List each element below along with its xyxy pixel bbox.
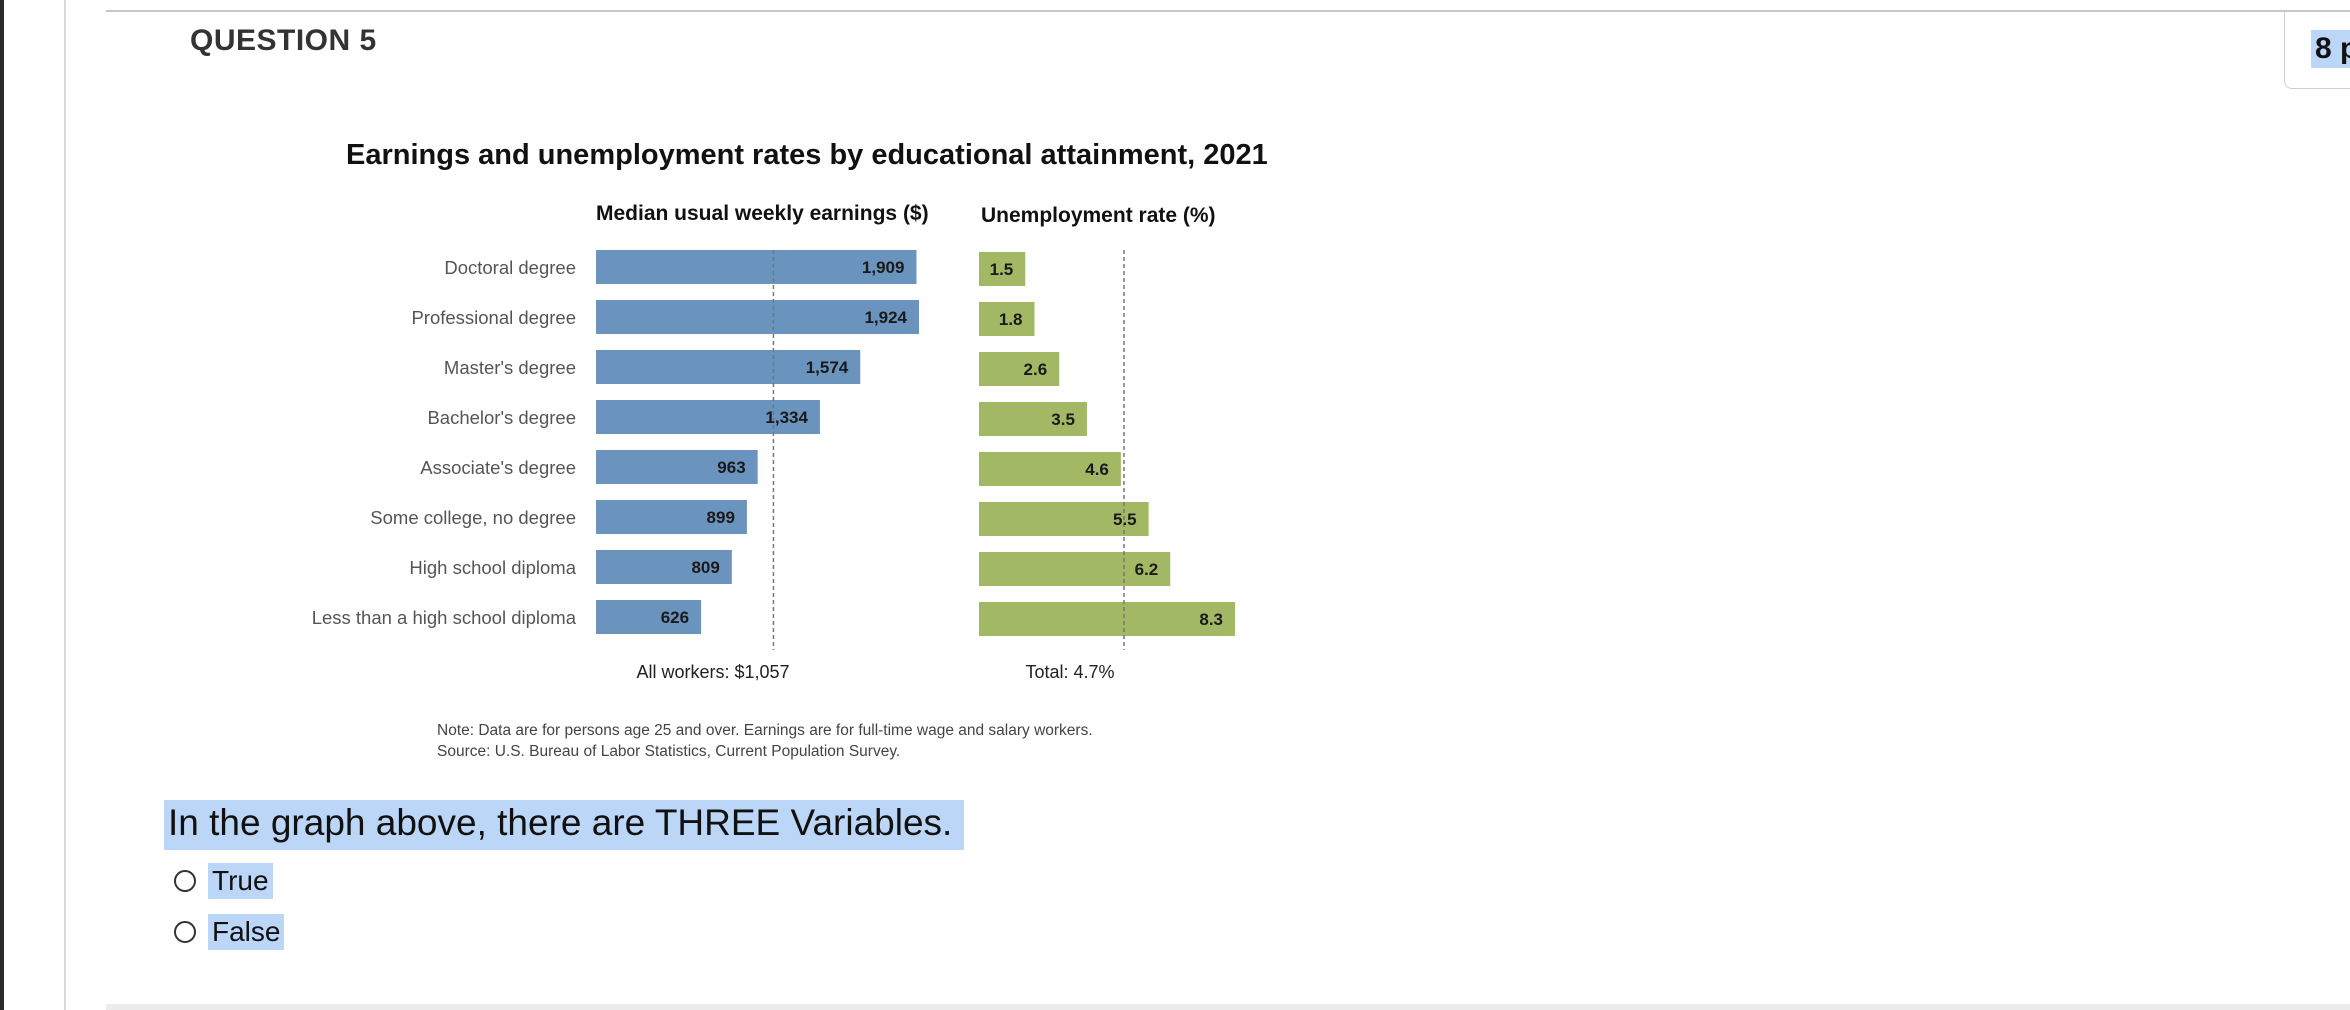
unemployment-value-label: 3.5 — [1051, 410, 1075, 429]
chart-source: Source: U.S. Bureau of Labor Statistics,… — [437, 743, 900, 760]
earnings-value-label: 1,924 — [864, 308, 907, 327]
earnings-value-label: 1,334 — [765, 408, 808, 427]
unemployment-bar — [979, 552, 1171, 586]
category-label: Master's degree — [444, 357, 576, 378]
unemployment-value-label: 6.2 — [1135, 560, 1159, 579]
chart-title: Earnings and unemployment rates by educa… — [346, 139, 1268, 171]
unemployment-value-label: 1.5 — [990, 260, 1014, 279]
unemployment-reference-label: Total: 4.7% — [1025, 662, 1114, 682]
earnings-bar — [596, 500, 747, 534]
earnings-bar — [596, 350, 861, 384]
unemployment-bar — [979, 352, 1060, 386]
category-label: Doctoral degree — [444, 257, 576, 278]
earnings-value-label: 1,574 — [806, 358, 849, 377]
content-left-border — [64, 0, 66, 1010]
category-label: Associate's degree — [420, 457, 576, 478]
earnings-value-label: 899 — [707, 508, 735, 527]
question-text: In the graph above, there are THREE Vari… — [164, 800, 965, 850]
unemployment-bar — [979, 502, 1149, 536]
unemployment-bar — [979, 252, 1026, 286]
earnings-value-label: 809 — [691, 558, 719, 577]
earnings-bar — [596, 600, 702, 634]
earnings-value-label: 963 — [717, 458, 745, 477]
category-label: High school diploma — [409, 557, 576, 578]
earnings-bar — [596, 300, 919, 334]
option-true[interactable]: True — [174, 863, 273, 899]
category-label: Some college, no degree — [370, 507, 576, 528]
question-title: QUESTION 5 — [190, 24, 377, 57]
earnings-bar — [596, 550, 732, 584]
earnings-bar — [596, 250, 917, 284]
radio-false[interactable] — [174, 921, 196, 943]
points-box: 8 points — [2284, 12, 2350, 89]
option-false[interactable]: False — [174, 914, 285, 950]
unemployment-bar — [979, 602, 1235, 636]
earnings-value-label: 626 — [661, 608, 689, 627]
option-true-label: True — [208, 863, 273, 899]
earnings-bar — [596, 450, 758, 484]
earnings-panel-title: Median usual weekly earnings ($) — [596, 202, 929, 225]
window-left-edge — [0, 0, 4, 1010]
unemployment-bar — [979, 302, 1035, 336]
earnings-bar — [596, 400, 820, 434]
unemployment-value-label: 5.5 — [1113, 510, 1137, 529]
unemployment-bar — [979, 402, 1087, 436]
option-false-label: False — [208, 914, 285, 950]
unemployment-value-label: 8.3 — [1199, 610, 1223, 629]
category-label: Less than a high school diploma — [312, 607, 577, 628]
unemployment-value-label: 4.6 — [1085, 460, 1109, 479]
earnings-reference-label: All workers: $1,057 — [636, 662, 789, 682]
category-label: Professional degree — [411, 307, 576, 328]
unemployment-value-label: 1.8 — [999, 310, 1023, 329]
points-label: 8 points — [2311, 30, 2350, 68]
unemployment-bar — [979, 452, 1121, 486]
earnings-value-label: 1,909 — [862, 258, 905, 277]
chart-note: Note: Data are for persons age 25 and ov… — [437, 722, 1093, 739]
content-bottom-rule — [106, 1004, 2350, 1010]
unemployment-panel-title: Unemployment rate (%) — [981, 204, 1216, 227]
question-top-rule — [106, 10, 2350, 12]
unemployment-value-label: 2.6 — [1024, 360, 1048, 379]
category-label: Bachelor's degree — [427, 407, 576, 428]
radio-true[interactable] — [174, 870, 196, 892]
